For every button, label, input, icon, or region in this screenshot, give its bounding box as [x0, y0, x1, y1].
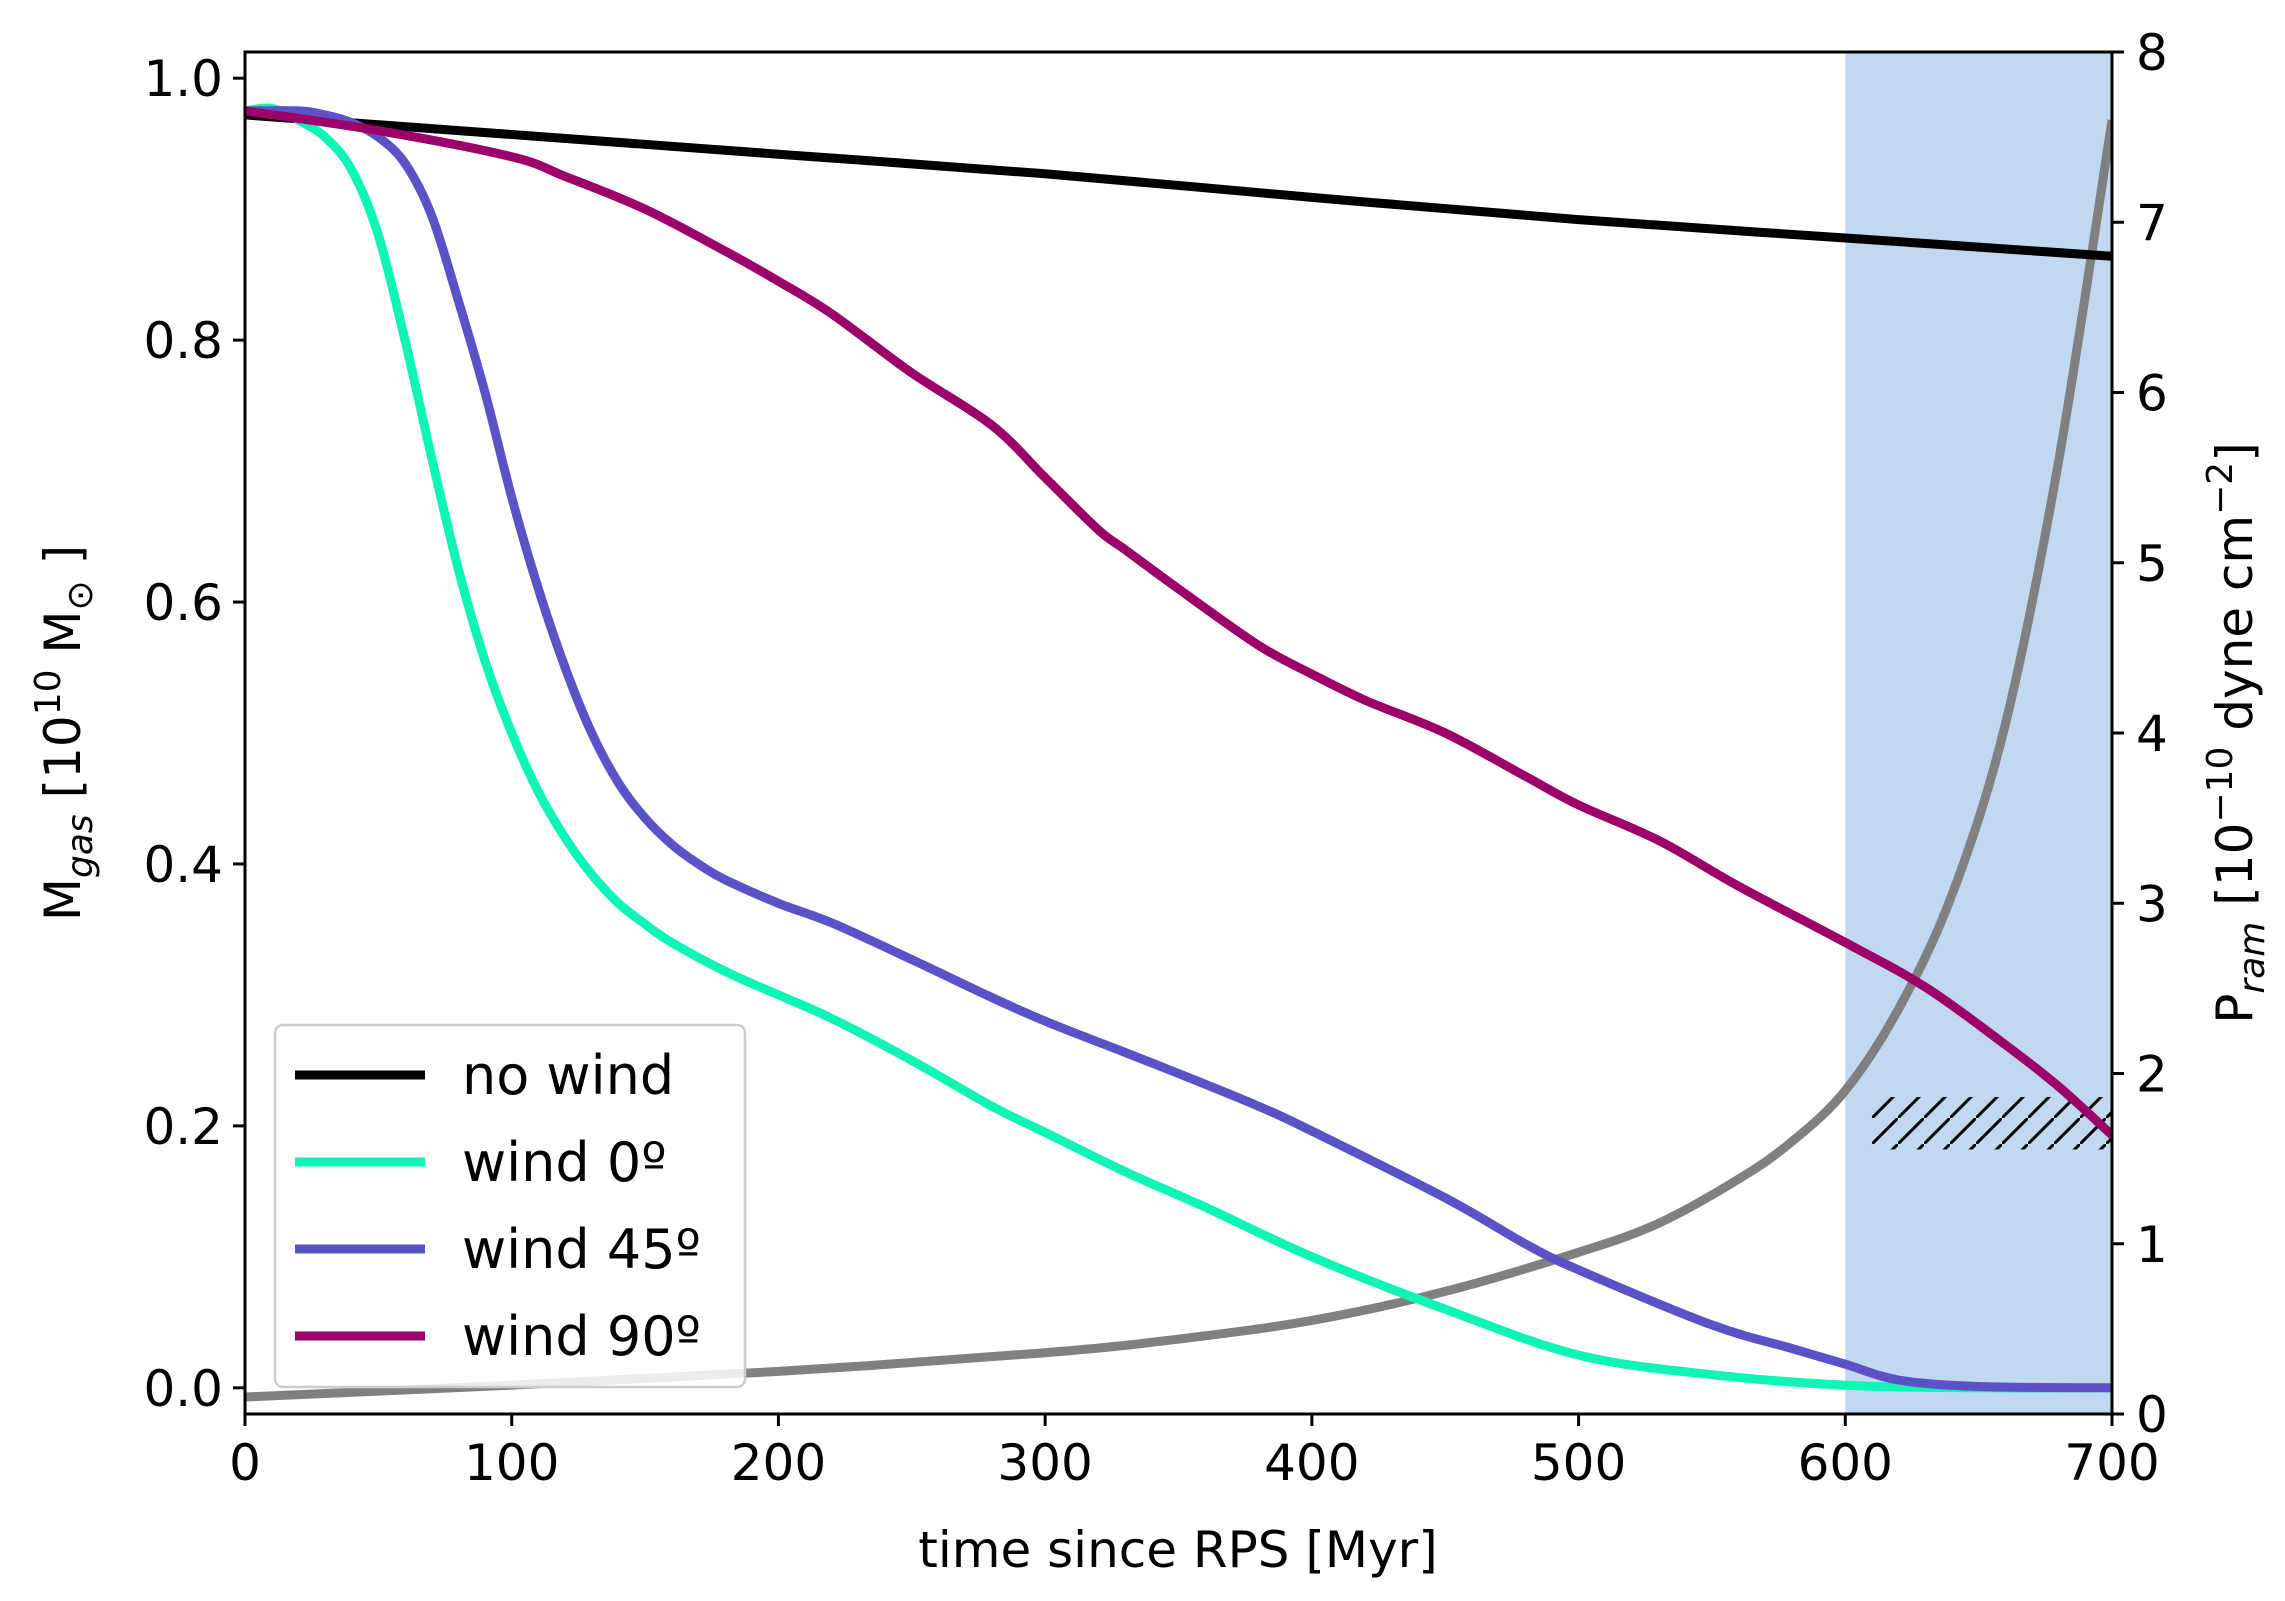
- series-line-pressure: [245, 119, 2112, 1402]
- y-axis-label-left: Mgas [1010 M⊙ ]: [28, 545, 101, 921]
- y-tick-label-left: 1.0: [143, 50, 223, 108]
- y-tick-label-right: 7: [2136, 194, 2168, 252]
- y-tick-label-left: 0.0: [143, 1360, 223, 1418]
- x-tick-label: 500: [1531, 1434, 1626, 1492]
- hatched-region: [1871, 1097, 2112, 1150]
- y-tick-label-right: 6: [2136, 365, 2168, 423]
- y-tick-label-right: 4: [2136, 705, 2168, 763]
- y-axis-label-right: Pram [10−10 dyne cm−2]: [2200, 442, 2273, 1023]
- y-tick-label-right: 1: [2136, 1216, 2168, 1274]
- highlight-regions: [1845, 52, 2112, 1414]
- x-tick-label: 700: [2064, 1434, 2159, 1492]
- series-line-wind-0: [245, 103, 2112, 1393]
- x-tick-label: 600: [1798, 1434, 1893, 1492]
- series-line-no-wind: [245, 110, 2112, 261]
- y-tick-label-left: 0.6: [143, 574, 223, 632]
- y-tick-label-left: 0.2: [143, 1098, 223, 1156]
- legend: no wind wind 0º wind 45º wind 90º: [273, 1023, 747, 1389]
- series-line-wind-90: [245, 106, 2112, 1139]
- legend-label-wind-0: wind 0º: [462, 1131, 667, 1194]
- legend-box: [273, 1023, 747, 1389]
- legend-label-no-wind: no wind: [462, 1044, 674, 1107]
- legend-label-wind-90: wind 90º: [462, 1305, 701, 1368]
- x-tick-label: 300: [997, 1434, 1092, 1492]
- y-tick-label-right: 3: [2136, 875, 2168, 933]
- x-tick-label: 0: [229, 1434, 261, 1492]
- y-tick-label-right: 2: [2136, 1046, 2168, 1104]
- x-axis-label: time since RPS [Myr]: [918, 1521, 1437, 1579]
- shaded-region: [1845, 52, 2112, 1414]
- x-tick-label: 400: [1264, 1434, 1359, 1492]
- axis-ticks: 0 100 200 300 400 500 600 700 0.0 0.2 0.4 0.6 0.8 1.0…: [143, 24, 2167, 1492]
- y-tick-label-right: 8: [2136, 24, 2168, 82]
- series-line-wind-45: [245, 106, 2112, 1393]
- x-tick-label: 200: [731, 1434, 826, 1492]
- legend-label-wind-45: wind 45º: [462, 1218, 701, 1281]
- y-tick-label-left: 0.4: [143, 836, 223, 894]
- y-tick-label-right: 5: [2136, 535, 2168, 593]
- x-tick-label: 100: [464, 1434, 559, 1492]
- plot-lines: [245, 103, 2112, 1402]
- y-tick-label-right: 0: [2136, 1386, 2168, 1444]
- y-tick-label-left: 0.8: [143, 312, 223, 370]
